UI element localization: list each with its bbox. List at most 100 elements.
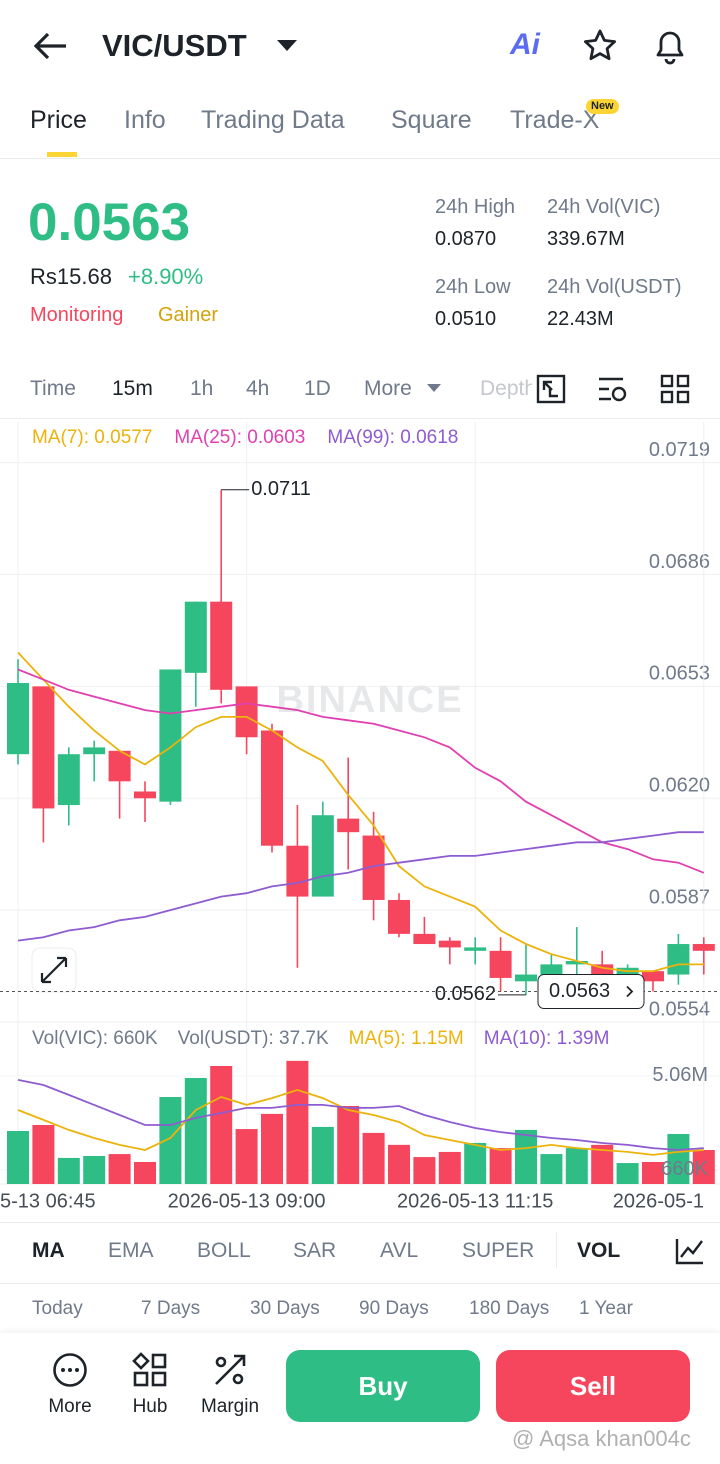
volume-tick-label: 660K <box>661 1158 708 1180</box>
candle-body <box>515 974 537 982</box>
period: 90 Days <box>359 1298 429 1319</box>
candle-body <box>235 686 258 738</box>
tab[interactable]: Trade-X <box>510 106 600 134</box>
period: 180 Days <box>469 1298 550 1319</box>
hub-icon[interactable] <box>132 1352 168 1388</box>
volume-tick-label: 5.06M <box>652 1064 708 1086</box>
candle-body <box>184 601 207 673</box>
bell-icon[interactable] <box>652 27 688 65</box>
volume-bar <box>489 1148 512 1184</box>
candle-body <box>642 971 664 982</box>
candle-body <box>286 845 309 897</box>
legend-entry: MA(7): 0.0577 <box>32 427 152 448</box>
last-price-box[interactable] <box>537 973 645 1009</box>
volume-bar <box>337 1105 360 1184</box>
more-icon[interactable] <box>52 1352 88 1388</box>
y-tick-label: 0.0653 <box>649 663 710 685</box>
candle-body <box>7 683 29 755</box>
ma-line <box>17 668 705 874</box>
indicator[interactable]: VOL <box>577 1239 621 1262</box>
volume-bar <box>134 1161 156 1184</box>
period: Today <box>32 1298 83 1319</box>
high-label: 0.0711 <box>251 478 311 500</box>
interval[interactable]: 15m <box>112 377 153 400</box>
fullscreen-icon[interactable] <box>536 374 566 404</box>
candle-body <box>337 818 360 833</box>
interval[interactable]: 4h <box>246 377 270 400</box>
interval[interactable]: More <box>364 377 412 400</box>
candle-body <box>540 964 563 975</box>
settings-icon[interactable] <box>597 374 629 404</box>
volume-bar <box>108 1154 131 1184</box>
stat-label: 24h High <box>435 196 516 218</box>
indicator[interactable]: EMA <box>108 1239 154 1262</box>
volume-legend: Vol(USDT): 37.7K <box>178 1028 329 1049</box>
sell-button[interactable]: Sell <box>496 1350 690 1422</box>
chart-watermark: BINANCE <box>276 679 463 721</box>
candle-body <box>210 601 233 690</box>
indicator[interactable]: SUPER <box>462 1239 535 1262</box>
interval[interactable]: 1D <box>304 377 331 400</box>
tab[interactable]: Price <box>30 106 87 134</box>
candle-body <box>159 669 182 802</box>
indicator-settings-icon[interactable] <box>674 1236 706 1266</box>
volume-bar <box>261 1113 283 1184</box>
candle-body <box>565 960 588 965</box>
tab[interactable]: Info <box>124 106 166 134</box>
stat-value: 339.67M <box>547 228 625 250</box>
stat-label: 24h Low <box>435 276 511 298</box>
candle-body <box>83 747 106 755</box>
y-tick-label: 0.0719 <box>649 439 710 461</box>
pair-caret[interactable] <box>276 38 298 52</box>
pair-title[interactable]: VIC/USDT <box>102 28 247 63</box>
volume-bar <box>57 1157 80 1184</box>
divider <box>0 1283 720 1284</box>
volume-ma-line <box>17 1088 704 1156</box>
new-badge: New <box>586 99 619 114</box>
action-label[interactable]: More <box>48 1396 92 1417</box>
chart: 0.0719 0.0686 0.0653 0.0620 0.0587 0.0554 5-13… <box>0 422 720 1212</box>
action-label[interactable]: Margin <box>200 1396 260 1417</box>
buy-button[interactable]: Buy <box>286 1350 480 1422</box>
ai-icon[interactable]: Ai <box>510 28 540 61</box>
candle-body <box>692 944 715 951</box>
last-price-chevron <box>626 985 634 998</box>
layout-icon[interactable] <box>660 374 690 404</box>
indicator[interactable]: BOLL <box>197 1239 251 1262</box>
volume-bar <box>311 1126 334 1184</box>
tab[interactable]: Square <box>391 106 472 134</box>
period: 1 Year <box>579 1298 633 1319</box>
volume-ma-line <box>17 1079 704 1151</box>
tag[interactable]: Monitoring <box>30 304 124 326</box>
ma-line <box>17 651 704 973</box>
action-label[interactable]: Hub <box>132 1396 168 1417</box>
volume-bar <box>413 1157 436 1184</box>
volume-bar <box>515 1129 537 1184</box>
indicator[interactable]: SAR <box>293 1239 337 1262</box>
volume-bar <box>210 1065 233 1184</box>
tab-indicator <box>47 152 77 157</box>
volume-bar <box>464 1142 487 1184</box>
star-icon[interactable] <box>582 28 618 64</box>
back-icon[interactable] <box>30 28 70 64</box>
interval[interactable]: Depth <box>480 378 532 399</box>
indicator[interactable]: AVL <box>380 1239 419 1262</box>
indicator[interactable]: MA <box>32 1239 65 1262</box>
interval[interactable]: Time <box>30 377 76 400</box>
tab[interactable]: Trading Data <box>201 106 345 134</box>
divider <box>556 1232 557 1268</box>
candle-body <box>413 933 436 945</box>
stat-label: 24h Vol(USDT) <box>547 276 682 298</box>
more-caret <box>427 384 441 392</box>
tag[interactable]: Gainer <box>158 304 219 326</box>
candle-body <box>261 730 283 846</box>
candle-body <box>438 940 461 948</box>
margin-icon[interactable] <box>212 1352 248 1388</box>
candle-body <box>311 815 334 897</box>
volume-bar <box>565 1148 588 1184</box>
y-tick-label: 0.0554 <box>649 998 710 1020</box>
volume-bar <box>642 1161 664 1184</box>
last-price: 0.0563 <box>28 193 191 252</box>
interval[interactable]: 1h <box>190 377 214 400</box>
